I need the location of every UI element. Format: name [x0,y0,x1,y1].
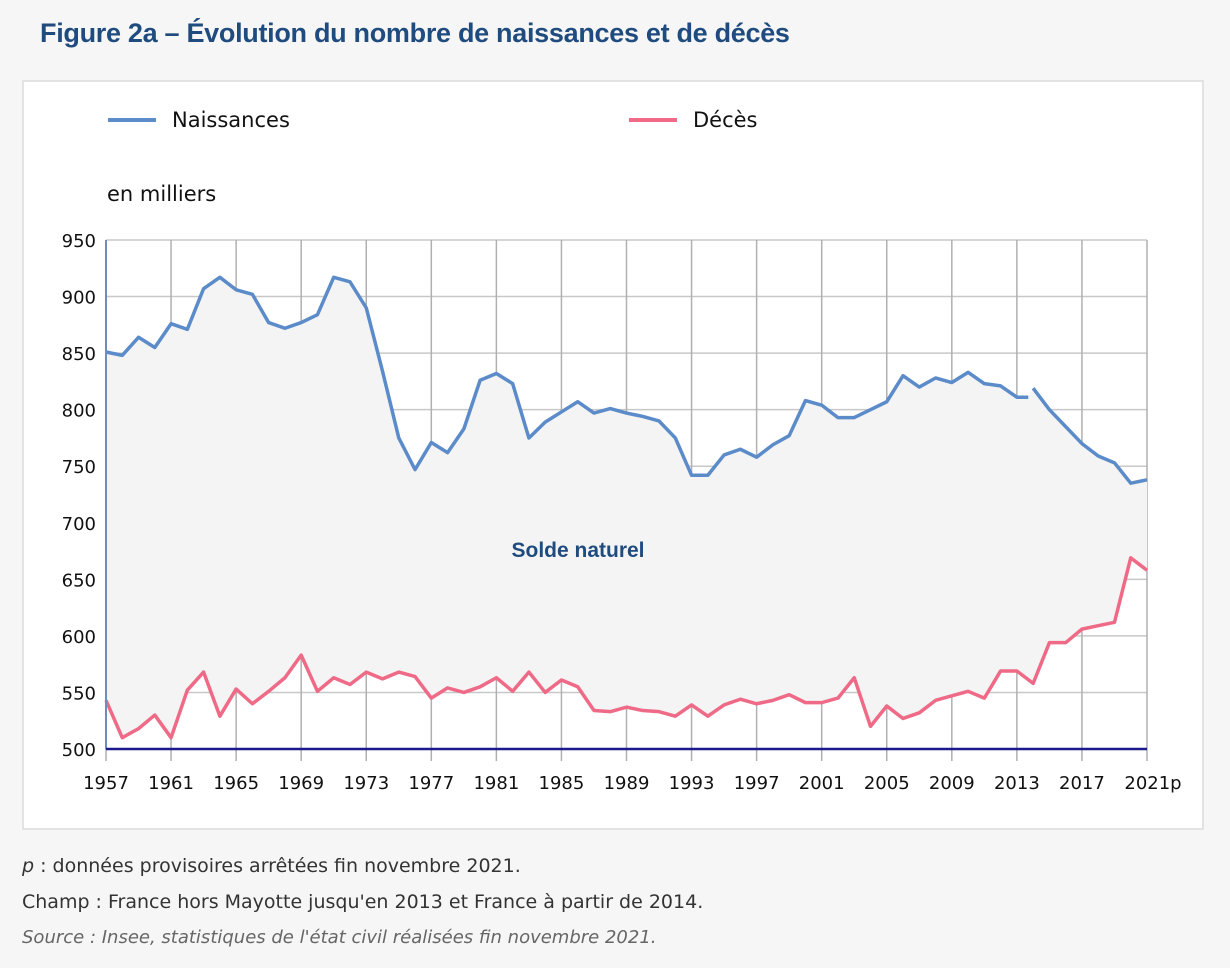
x-tick-label: 2009 [929,773,975,794]
solde-area [106,277,1147,738]
y-axis-unit-label: en milliers [107,182,217,206]
x-tick-label: 1997 [734,773,780,794]
figure-notes: p : données provisoires arrêtées fin nov… [22,848,703,956]
y-tick-label: 700 [62,514,96,535]
x-tick-label: 1993 [669,773,715,794]
x-tick-label: 2017 [1059,773,1105,794]
y-tick-label: 750 [62,457,96,478]
note-provisional-text: : données provisoires arrêtées fin novem… [34,855,521,877]
x-tick-label: 1973 [343,773,389,794]
series-line-births-1 [1031,387,1148,485]
annotation-solde-naturel: Solde naturel [511,539,644,562]
solde-fill [106,277,1147,738]
series-line-births-0 [105,275,1029,478]
x-tick-label: 2021p [1124,773,1181,794]
legend-label-births: Naissances [172,108,290,132]
y-tick-label: 800 [62,401,96,422]
x-tick-label: 1969 [278,773,324,794]
y-tick-label: 600 [62,627,96,648]
x-tick-label: 1965 [213,773,259,794]
figure-title: Figure 2a – Évolution du nombre de naiss… [40,18,790,48]
y-tick-label: 550 [62,683,96,704]
x-tick-label: 2001 [799,773,845,794]
legend-label-deaths: Décès [693,108,758,132]
note-provisional: p : données provisoires arrêtées fin nov… [22,848,703,884]
x-tick-label: 1957 [83,773,129,794]
y-tick-label: 850 [62,344,96,365]
legend-item-births: Naissances [108,108,290,132]
y-tick-label: 650 [62,570,96,591]
x-tick-label: 1977 [408,773,454,794]
y-tick-label: 500 [62,740,96,761]
note-p-marker: p [22,855,35,877]
x-tick-label: 2013 [994,773,1040,794]
note-source: Source : Insee, statistiques de l'état c… [22,927,657,948]
x-tick-label: 1961 [148,773,194,794]
legend-swatch-deaths [629,118,677,122]
series-lines [104,275,1149,740]
y-tick-label: 900 [62,288,96,309]
legend-swatch-births [108,118,156,122]
x-tick-label: 1981 [473,773,519,794]
legend-item-deaths: Décès [629,108,758,132]
axes: 500 550 600 650 700 750 800 850 900 950 1957 1961 19… [62,231,1182,794]
x-tick-label: 1989 [604,773,650,794]
x-tick-label: 1985 [539,773,585,794]
note-champ: Champ : France hors Mayotte jusqu'en 201… [22,891,704,913]
y-tick-label: 950 [62,231,96,252]
series-line-deaths-0 [104,556,1149,740]
x-tick-label: 2005 [864,773,910,794]
